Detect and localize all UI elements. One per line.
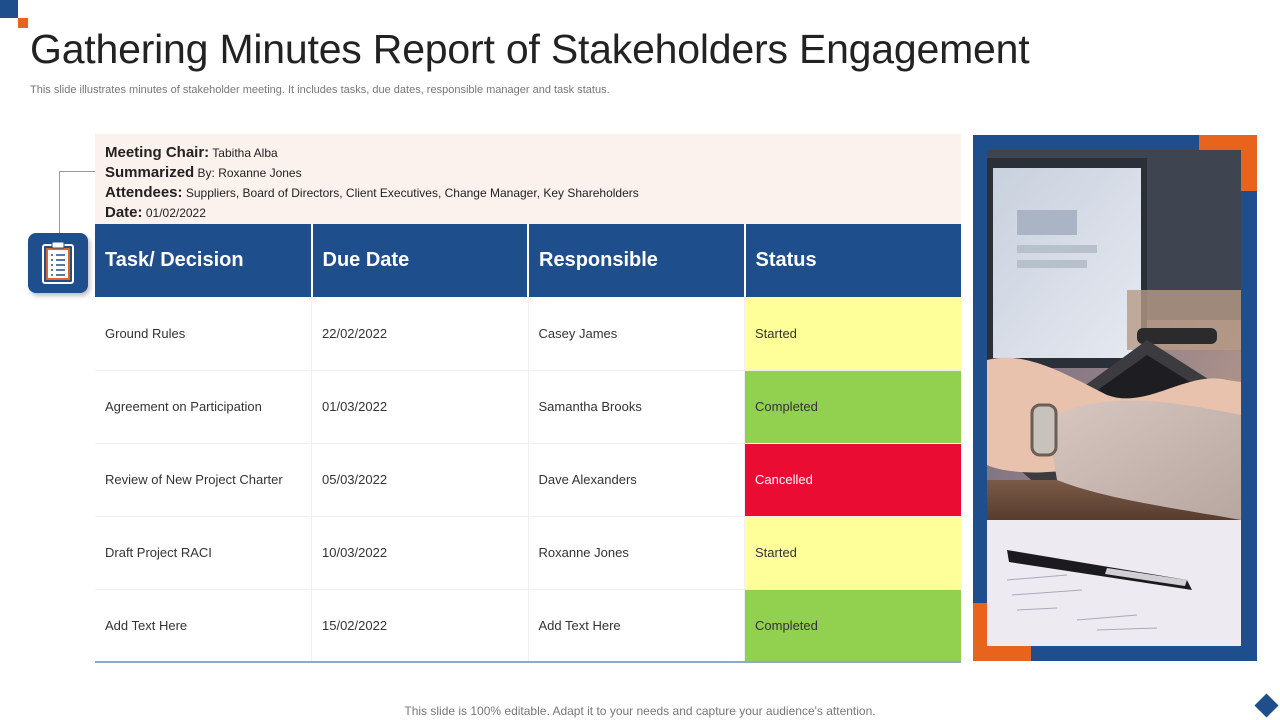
task-cell: Add Text Here: [95, 589, 312, 663]
task-cell: Ground Rules: [95, 297, 312, 371]
table-row: Review of New Project Charter 05/03/2022…: [95, 443, 961, 517]
footer-note: This slide is 100% editable. Adapt it to…: [404, 704, 876, 718]
status-cell: Completed: [744, 589, 961, 663]
table-row: Agreement on Participation 01/03/2022 Sa…: [95, 370, 961, 444]
responsible-cell: Dave Alexanders: [528, 443, 745, 517]
meeting-chair-label: Meeting Chair:: [105, 144, 210, 161]
responsible-cell: Samantha Brooks: [528, 370, 745, 444]
summarized-by: By:: [194, 166, 215, 180]
task-cell: Review of New Project Charter: [95, 443, 312, 517]
connector-line-vertical: [59, 171, 60, 237]
connector-line: [59, 171, 95, 172]
summarized-label: Summarized: [105, 164, 195, 181]
due-date-cell: 22/02/2022: [311, 297, 529, 371]
date-label: Date:: [105, 204, 143, 221]
task-cell: Agreement on Participation: [95, 370, 312, 444]
minutes-table: Task/ Decision Due Date Responsible Stat…: [95, 224, 961, 663]
header-task: Task/ Decision: [95, 224, 313, 297]
task-cell: Draft Project RACI: [95, 516, 312, 590]
responsible-cell: Add Text Here: [528, 589, 745, 663]
corner-accent-orange: [18, 18, 28, 28]
page-title: Gathering Minutes Report of Stakeholders…: [30, 26, 1030, 72]
meeting-chair-line: Meeting Chair: Tabitha Alba: [105, 143, 951, 163]
table-row: Ground Rules 22/02/2022 Casey James Star…: [95, 297, 961, 371]
date-value: 01/02/2022: [142, 206, 206, 220]
date-line: Date: 01/02/2022: [105, 203, 951, 223]
table-row: Add Text Here 15/02/2022 Add Text Here C…: [95, 589, 961, 663]
responsible-cell: Roxanne Jones: [528, 516, 745, 590]
meeting-chair-value: Tabitha Alba: [209, 146, 278, 160]
header-due-date: Due Date: [311, 224, 529, 297]
due-date-cell: 15/02/2022: [311, 589, 529, 663]
header-status: Status: [744, 224, 961, 297]
status-cell: Cancelled: [744, 443, 961, 517]
attendees-label: Attendees:: [105, 184, 183, 201]
summarized-value: Roxanne Jones: [214, 166, 302, 180]
table-header-row: Task/ Decision Due Date Responsible Stat…: [95, 224, 961, 297]
due-date-cell: 01/03/2022: [311, 370, 529, 444]
status-cell: Started: [744, 297, 961, 371]
responsible-cell: Casey James: [528, 297, 745, 371]
corner-accent-blue: [0, 0, 18, 18]
due-date-cell: 05/03/2022: [311, 443, 529, 517]
attendees-line: Attendees: Suppliers, Board of Directors…: [105, 183, 951, 203]
header-responsible: Responsible: [528, 224, 746, 297]
clipboard-checklist-icon: [28, 233, 88, 293]
page-subtitle: This slide illustrates minutes of stakeh…: [30, 84, 610, 96]
due-date-cell: 10/03/2022: [311, 516, 529, 590]
attendees-value: Suppliers, Board of Directors, Client Ex…: [182, 186, 639, 200]
status-cell: Started: [744, 516, 961, 590]
meeting-info-box: Meeting Chair: Tabitha Alba Summarized B…: [95, 134, 961, 224]
table-row: Draft Project RACI 10/03/2022 Roxanne Jo…: [95, 516, 961, 590]
status-cell: Completed: [744, 370, 961, 444]
summarized-line: Summarized By: Roxanne Jones: [105, 163, 951, 183]
laptop-typing-photo: [987, 150, 1241, 646]
